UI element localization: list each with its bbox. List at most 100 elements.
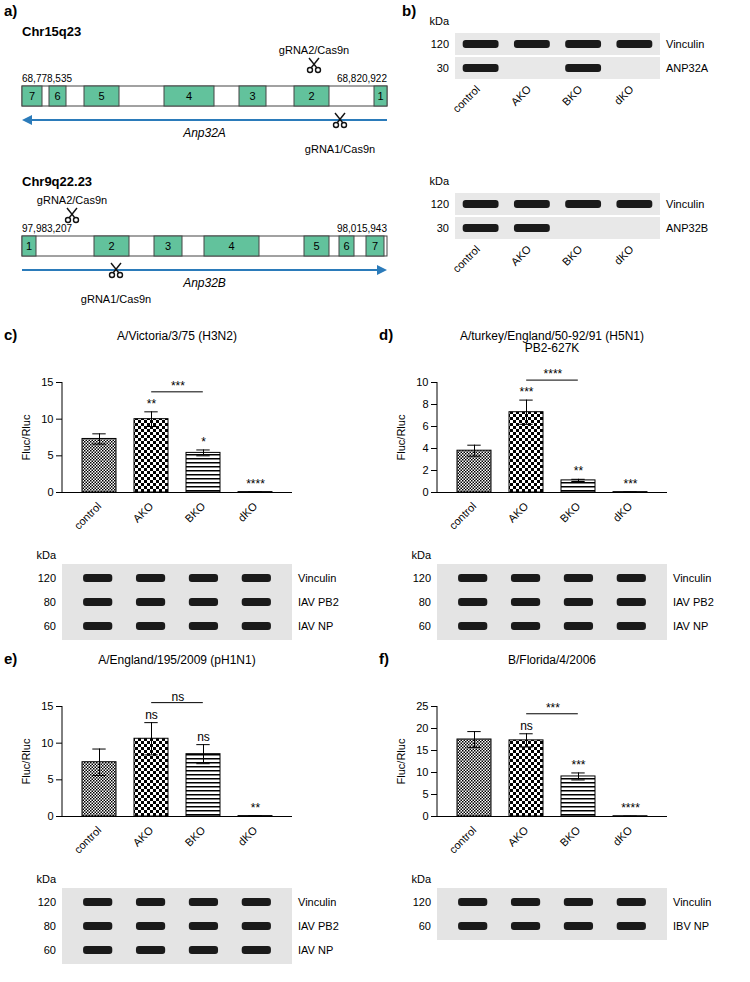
svg-text:Vinculin: Vinculin <box>298 572 336 584</box>
svg-text:80: 80 <box>44 596 56 608</box>
svg-text:*: * <box>201 435 206 449</box>
svg-text:Vinculin: Vinculin <box>666 198 704 210</box>
svg-text:30: 30 <box>437 222 449 234</box>
svg-text:Vinculin: Vinculin <box>666 38 704 50</box>
svg-text:AKO: AKO <box>130 499 155 524</box>
svg-text:120: 120 <box>413 572 431 584</box>
svg-text:AKO: AKO <box>505 823 530 848</box>
svg-text:6: 6 <box>54 90 60 102</box>
svg-text:PB2-627K: PB2-627K <box>525 341 580 355</box>
svg-text:10: 10 <box>416 766 428 778</box>
svg-text:dKO: dKO <box>235 499 259 523</box>
svg-text:60: 60 <box>419 920 431 932</box>
svg-text:4: 4 <box>422 442 428 454</box>
svg-text:15: 15 <box>41 376 53 388</box>
svg-text:dKO: dKO <box>612 83 636 107</box>
svg-text:dKO: dKO <box>612 243 636 267</box>
svg-text:120: 120 <box>38 572 56 584</box>
svg-text:gRNA1/Cas9n: gRNA1/Cas9n <box>305 143 375 155</box>
svg-text:5: 5 <box>422 788 428 800</box>
svg-text:ns: ns <box>172 690 185 704</box>
svg-text:control: control <box>447 824 479 856</box>
svg-text:10: 10 <box>41 737 53 749</box>
svg-text:IAV NP: IAV NP <box>298 944 333 956</box>
svg-text:***: *** <box>546 701 560 715</box>
svg-text:AKO: AKO <box>505 499 530 524</box>
svg-text:2: 2 <box>308 90 314 102</box>
svg-text:f): f) <box>379 650 389 667</box>
svg-text:Chr15q23: Chr15q23 <box>22 24 81 39</box>
svg-text:****: **** <box>544 367 563 381</box>
svg-text:AKO: AKO <box>508 243 533 268</box>
svg-text:AKO: AKO <box>130 823 155 848</box>
svg-text:Chr9q22.23: Chr9q22.23 <box>22 174 92 189</box>
svg-text:60: 60 <box>44 620 56 632</box>
svg-text:10: 10 <box>41 413 53 425</box>
svg-text:AKO: AKO <box>508 83 533 108</box>
svg-text:0: 0 <box>47 486 53 498</box>
svg-text:control: control <box>450 243 482 275</box>
svg-text:Vinculin: Vinculin <box>298 896 336 908</box>
svg-text:kDa: kDa <box>429 175 449 187</box>
svg-text:Vinculin: Vinculin <box>673 572 711 584</box>
svg-text:Fluc/Rluc: Fluc/Rluc <box>395 738 407 784</box>
svg-text:IAV PB2: IAV PB2 <box>673 596 714 608</box>
svg-text:B/Florida/4/2006: B/Florida/4/2006 <box>508 653 596 667</box>
svg-text:kDa: kDa <box>411 549 431 561</box>
svg-text:5: 5 <box>47 773 53 785</box>
svg-text:control: control <box>447 500 479 532</box>
svg-text:98,015,943: 98,015,943 <box>337 223 387 234</box>
svg-text:97,983,207: 97,983,207 <box>22 223 72 234</box>
svg-text:7: 7 <box>372 240 378 252</box>
svg-text:IAV PB2: IAV PB2 <box>298 596 339 608</box>
svg-text:IAV NP: IAV NP <box>298 620 333 632</box>
svg-text:Anp32B: Anp32B <box>182 276 226 290</box>
svg-text:80: 80 <box>419 596 431 608</box>
svg-text:***: *** <box>171 379 185 393</box>
svg-text:Fluc/Rluc: Fluc/Rluc <box>395 414 407 460</box>
svg-text:3: 3 <box>165 240 171 252</box>
svg-text:e): e) <box>4 650 17 667</box>
svg-text:80: 80 <box>44 920 56 932</box>
svg-text:ns: ns <box>145 708 158 722</box>
svg-text:5: 5 <box>98 90 104 102</box>
svg-text:20: 20 <box>416 722 428 734</box>
svg-text:kDa: kDa <box>429 15 449 27</box>
svg-text:4: 4 <box>228 240 234 252</box>
svg-text:3: 3 <box>249 90 255 102</box>
svg-text:Fluc/Rluc: Fluc/Rluc <box>20 414 32 460</box>
svg-text:68,778,535: 68,778,535 <box>22 73 72 84</box>
svg-text:2: 2 <box>108 240 114 252</box>
svg-text:**: ** <box>147 397 157 411</box>
svg-text:BKO: BKO <box>557 499 582 524</box>
svg-text:60: 60 <box>44 944 56 956</box>
svg-text:d): d) <box>379 326 393 343</box>
svg-text:30: 30 <box>437 62 449 74</box>
svg-text:60: 60 <box>419 620 431 632</box>
svg-text:4: 4 <box>186 90 192 102</box>
svg-text:a): a) <box>4 2 17 19</box>
svg-text:120: 120 <box>431 38 449 50</box>
svg-text:gRNA2/Cas9n: gRNA2/Cas9n <box>37 194 107 206</box>
svg-text:0: 0 <box>47 810 53 822</box>
svg-text:15: 15 <box>416 744 428 756</box>
svg-text:dKO: dKO <box>610 823 634 847</box>
svg-text:1: 1 <box>26 240 32 252</box>
svg-text:kDa: kDa <box>411 873 431 885</box>
svg-text:A/Victoria/3/75 (H3N2): A/Victoria/3/75 (H3N2) <box>117 329 237 343</box>
svg-text:0: 0 <box>422 810 428 822</box>
svg-text:gRNA1/Cas9n: gRNA1/Cas9n <box>81 293 151 305</box>
svg-text:BKO: BKO <box>560 83 585 108</box>
svg-text:gRNA2/Cas9n: gRNA2/Cas9n <box>279 44 349 56</box>
svg-text:5: 5 <box>47 449 53 461</box>
svg-text:25: 25 <box>416 700 428 712</box>
svg-text:kDa: kDa <box>36 549 56 561</box>
svg-text:2: 2 <box>422 464 428 476</box>
svg-text:5: 5 <box>313 240 319 252</box>
svg-text:***: *** <box>571 758 585 772</box>
svg-text:7: 7 <box>29 90 35 102</box>
svg-text:A/England/195/2009 (pH1N1): A/England/195/2009 (pH1N1) <box>98 653 255 667</box>
svg-text:Vinculin: Vinculin <box>673 896 711 908</box>
svg-text:BKO: BKO <box>182 499 207 524</box>
svg-text:BKO: BKO <box>560 243 585 268</box>
